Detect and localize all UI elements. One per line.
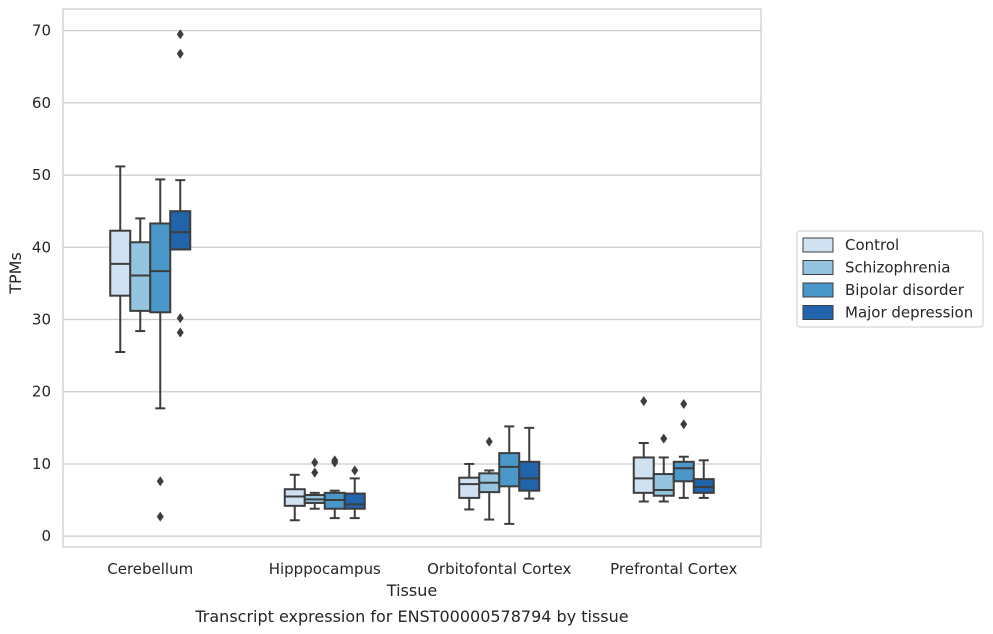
outlier-point <box>331 457 339 468</box>
box-major-depression-cerebellum <box>169 29 192 338</box>
box-schizophrenia-prefrontal-cortex <box>652 433 675 503</box>
y-tick-label: 10 <box>32 455 51 473</box>
legend-frame <box>796 230 984 328</box>
legend-swatch-bipolar-disorder <box>802 282 834 298</box>
box-iqr <box>458 476 481 499</box>
legend-items: Control Schizophrenia Bipolar disorder Majo… <box>802 236 973 322</box>
outlier-point <box>485 436 493 447</box>
x-tick-label: Prefrontal Cortex <box>610 560 737 578</box>
box-schizophrenia-orbitofontal-cortex <box>478 436 501 521</box>
outlier-point <box>176 29 184 40</box>
box-major-depression-prefrontal-cortex <box>692 459 715 499</box>
box-iqr <box>692 478 715 494</box>
box-iqr <box>129 241 152 312</box>
box-schizophrenia-hipppocampus <box>303 457 326 510</box>
y-tick-label: 20 <box>32 383 51 401</box>
box-control-prefrontal-cortex <box>632 396 655 503</box>
legend-label-major-depression: Major depression <box>845 304 973 322</box>
outlier-point <box>680 399 688 410</box>
x-tick-label: Cerebellum <box>107 560 193 578</box>
outlier-point <box>311 467 319 478</box>
box-control-orbitofontal-cortex <box>458 462 481 511</box>
box-iqr <box>498 452 521 488</box>
box-iqr <box>672 460 695 483</box>
box-iqr <box>169 210 192 251</box>
outlier-point <box>156 476 164 487</box>
outlier-point <box>351 465 359 476</box>
legend-swatch-major-depression <box>802 305 834 320</box>
legend-label-bipolar-disorder: Bipolar disorder <box>845 281 965 299</box>
outlier-point <box>311 457 319 468</box>
box-bipolar-disorder-hipppocampus <box>323 455 346 520</box>
x-axis-label: Tissue <box>386 581 437 600</box>
box-bipolar-disorder-prefrontal-cortex <box>672 399 695 499</box>
box-layer <box>109 29 715 525</box>
x-tick-label: Hipppocampus <box>269 560 381 578</box>
y-tick-label: 50 <box>32 166 51 184</box>
box-major-depression-orbitofontal-cortex <box>518 426 541 500</box>
box-bipolar-disorder-orbitofontal-cortex <box>498 425 521 525</box>
outlier-point <box>176 327 184 338</box>
outlier-point <box>176 48 184 59</box>
y-tick-label: 70 <box>32 22 51 40</box>
y-axis-label: TPMs <box>6 252 25 295</box>
outlier-point <box>660 433 668 444</box>
legend-label-control: Control <box>845 236 899 254</box>
legend-swatch-control <box>802 237 834 253</box>
outlier-point <box>640 396 648 407</box>
outlier-point <box>156 511 164 522</box>
outlier-point <box>680 419 688 430</box>
outlier-point <box>176 313 184 324</box>
box-major-depression-hipppocampus <box>343 465 366 520</box>
plot-frame <box>62 8 762 548</box>
box-schizophrenia-cerebellum <box>129 217 152 333</box>
box-iqr <box>518 460 541 492</box>
box-control-cerebellum <box>109 165 132 354</box>
box-iqr <box>632 456 655 494</box>
box-bipolar-disorder-cerebellum <box>149 178 172 522</box>
legend-label-schizophrenia: Schizophrenia <box>845 259 950 277</box>
y-tick-label: 60 <box>32 94 51 112</box>
box-iqr <box>149 222 172 314</box>
legend-swatch-schizophrenia <box>802 260 834 275</box>
box-iqr <box>343 492 366 510</box>
x-tick-labels: Cerebellum Hipppocampus Orbitofontal Corte… <box>107 560 737 578</box>
x-tick-label: Orbitofontal Cortex <box>427 560 571 578</box>
legend: Control Schizophrenia Bipolar disorder Majo… <box>796 230 984 328</box>
chart-caption: Transcript expression for ENST0000057879… <box>194 607 628 626</box>
box-control-hipppocampus <box>283 473 306 522</box>
y-tick-label: 0 <box>41 527 51 545</box>
y-tick-labels: 0 10 20 30 40 50 60 70 <box>32 22 51 546</box>
y-tick-label: 40 <box>32 238 51 256</box>
y-tick-label: 30 <box>32 311 51 329</box>
box-iqr <box>283 488 306 507</box>
box-iqr <box>652 473 675 497</box>
